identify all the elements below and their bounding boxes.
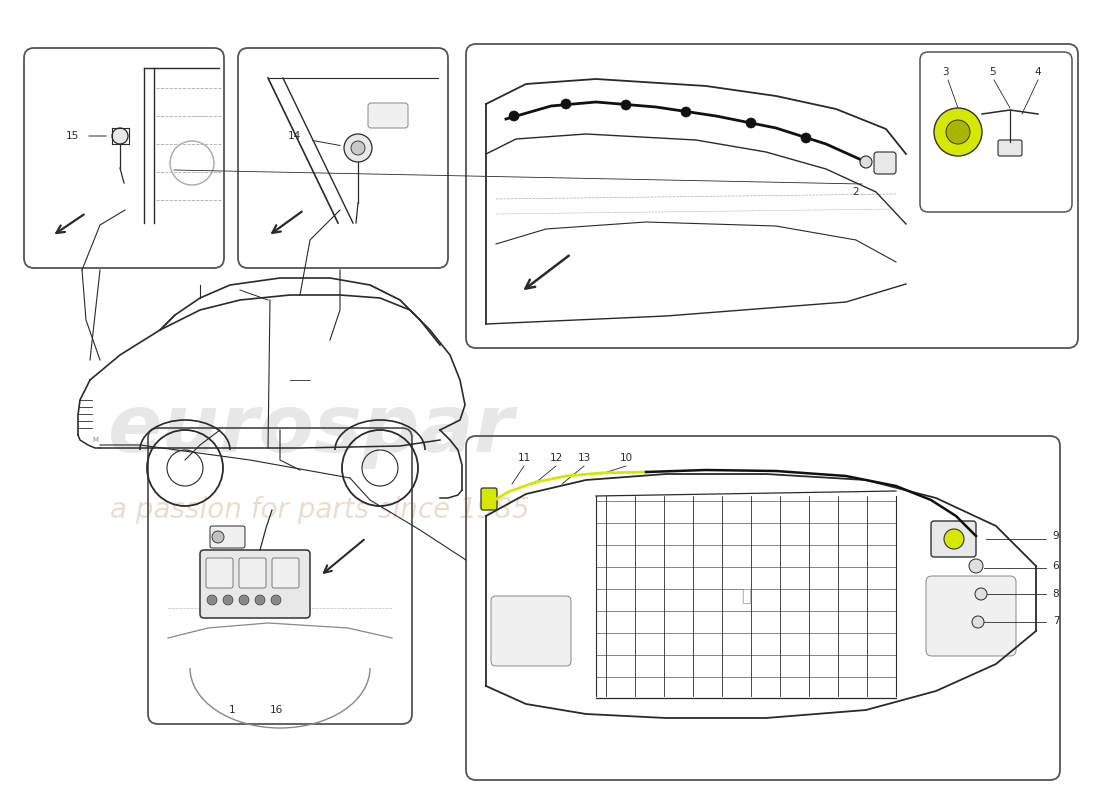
Text: 15: 15 bbox=[65, 131, 78, 141]
Text: 14: 14 bbox=[287, 131, 300, 141]
Circle shape bbox=[621, 100, 631, 110]
Circle shape bbox=[351, 141, 365, 155]
Circle shape bbox=[112, 128, 128, 144]
Circle shape bbox=[561, 99, 571, 109]
FancyBboxPatch shape bbox=[481, 488, 497, 510]
Text: 4: 4 bbox=[1035, 67, 1042, 77]
Circle shape bbox=[934, 108, 982, 156]
FancyBboxPatch shape bbox=[491, 596, 571, 666]
FancyBboxPatch shape bbox=[926, 576, 1016, 656]
FancyBboxPatch shape bbox=[998, 140, 1022, 156]
FancyBboxPatch shape bbox=[874, 152, 896, 174]
Text: 10: 10 bbox=[619, 453, 632, 463]
Circle shape bbox=[969, 559, 983, 573]
Text: 6: 6 bbox=[1053, 561, 1059, 571]
Text: 13: 13 bbox=[578, 453, 591, 463]
Circle shape bbox=[746, 118, 756, 128]
FancyBboxPatch shape bbox=[206, 558, 233, 588]
Circle shape bbox=[975, 588, 987, 600]
Circle shape bbox=[972, 616, 984, 628]
Text: 3: 3 bbox=[942, 67, 948, 77]
Circle shape bbox=[223, 595, 233, 605]
FancyBboxPatch shape bbox=[210, 526, 245, 548]
Circle shape bbox=[860, 156, 872, 168]
Text: 2: 2 bbox=[852, 187, 859, 197]
Circle shape bbox=[255, 595, 265, 605]
Text: a passion for parts since 1985: a passion for parts since 1985 bbox=[110, 496, 530, 524]
Text: 12: 12 bbox=[549, 453, 562, 463]
Text: 11: 11 bbox=[517, 453, 530, 463]
Circle shape bbox=[946, 120, 970, 144]
FancyBboxPatch shape bbox=[368, 103, 408, 128]
Text: 5: 5 bbox=[989, 67, 996, 77]
Circle shape bbox=[801, 133, 811, 143]
Text: 8: 8 bbox=[1053, 589, 1059, 599]
FancyBboxPatch shape bbox=[931, 521, 976, 557]
Circle shape bbox=[681, 107, 691, 117]
Circle shape bbox=[271, 595, 281, 605]
Text: 9: 9 bbox=[1053, 531, 1059, 541]
FancyBboxPatch shape bbox=[200, 550, 310, 618]
Text: 1: 1 bbox=[229, 705, 235, 715]
Circle shape bbox=[212, 531, 224, 543]
Circle shape bbox=[344, 134, 372, 162]
Text: 7: 7 bbox=[1053, 616, 1059, 626]
Circle shape bbox=[509, 111, 519, 121]
Circle shape bbox=[207, 595, 217, 605]
Circle shape bbox=[239, 595, 249, 605]
Circle shape bbox=[944, 529, 964, 549]
FancyBboxPatch shape bbox=[239, 558, 266, 588]
Text: eurospar: eurospar bbox=[107, 391, 514, 469]
Text: M: M bbox=[92, 437, 98, 443]
FancyBboxPatch shape bbox=[272, 558, 299, 588]
Text: 16: 16 bbox=[270, 705, 283, 715]
Text: ⸙: ⸙ bbox=[741, 587, 751, 605]
